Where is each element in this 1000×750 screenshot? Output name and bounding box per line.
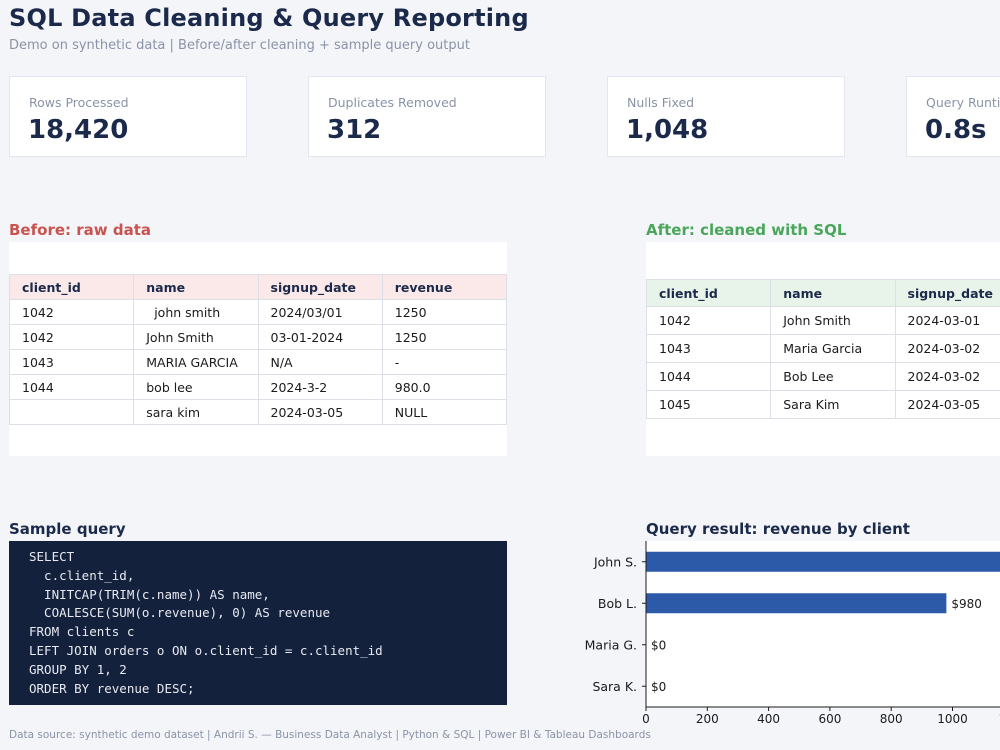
category-label: Maria G.	[585, 637, 637, 652]
kpi-value: 0.8s	[925, 115, 987, 145]
kpi-label: Duplicates Removed	[328, 95, 457, 110]
table-cell: N/A	[257, 349, 383, 375]
column-header-client-id: client_id	[9, 274, 135, 300]
kpi-label: Nulls Fixed	[627, 95, 695, 110]
bar	[646, 593, 947, 614]
table-cell: 1042	[646, 306, 772, 335]
x-tick-label: 800	[880, 712, 903, 726]
page-title: SQL Data Cleaning & Query Reporting	[9, 4, 529, 32]
before-table-panel: client_id name signup_date revenue 1042 joh…	[9, 242, 507, 456]
code-line: COALESCE(SUM(o.revenue), 0) AS revenue	[29, 605, 331, 621]
kpi-value: 312	[327, 115, 382, 145]
table-cell: bob lee	[133, 374, 259, 400]
kpi-card-query-runtime: Query Runtime 0.8s	[906, 76, 1000, 157]
table-cell: 1043	[9, 349, 135, 375]
code-line: LEFT JOIN orders o ON o.client_id = c.cl…	[29, 642, 383, 658]
bar	[646, 551, 1000, 572]
table-cell: MARIA GARCIA	[133, 349, 259, 375]
table-cell: Maria Garcia	[770, 334, 896, 363]
before-table: client_id name signup_date revenue 1042 joh…	[9, 274, 507, 425]
data-label: $980	[951, 597, 982, 611]
after-section-title: After: cleaned with SQL	[646, 221, 847, 239]
table-cell: 1043	[646, 334, 772, 363]
data-label: $0	[651, 680, 666, 694]
category-label: Bob L.	[598, 596, 637, 611]
table-cell: 1250	[381, 299, 507, 325]
table-cell: Sara Kim	[770, 390, 896, 419]
code-line: c.client_id,	[29, 567, 135, 583]
x-tick-label: 200	[696, 712, 719, 726]
table-cell: 2024-03-01	[894, 306, 1000, 335]
sql-code-block: SELECT c.client_id, INITCAP(TRIM(c.name)…	[9, 541, 507, 705]
table-cell: 1042	[9, 324, 135, 350]
x-tick-label: 1200	[999, 712, 1000, 726]
x-tick-label: 1000	[937, 712, 968, 726]
table-cell: 1250	[381, 324, 507, 350]
code-line: SELECT	[29, 549, 75, 564]
kpi-label: Query Runtime	[926, 95, 1000, 110]
footer: Data source: synthetic demo dataset | An…	[9, 729, 651, 741]
code-line: INITCAP(TRIM(c.name)) AS name,	[29, 586, 270, 602]
table-cell: 980.0	[381, 374, 507, 400]
table-row: 1042 John Smith 03-01-2024 1250	[9, 324, 507, 350]
page-subtitle: Demo on synthetic data | Before/after cl…	[9, 38, 470, 53]
x-tick-label: 0	[642, 712, 650, 726]
column-header-name: name	[133, 274, 259, 300]
column-header-name: name	[770, 279, 896, 307]
table-cell: 2024-03-02	[894, 334, 1000, 363]
table-cell: Bob Lee	[770, 362, 896, 391]
kpi-card-rows-processed: Rows Processed 18,420	[9, 76, 247, 157]
table-row: 1043 MARIA GARCIA N/A -	[9, 349, 507, 375]
table-cell: sara kim	[133, 399, 259, 425]
table-row: 1044 bob lee 2024-3-2 980.0	[9, 374, 507, 400]
before-section-title: Before: raw data	[9, 221, 151, 239]
kpi-card-duplicates-removed: Duplicates Removed 312	[308, 76, 546, 157]
table-cell: 1044	[9, 374, 135, 400]
table-row: 1042 john smith 2024/03/01 1250	[9, 299, 507, 325]
code-line: ORDER BY revenue DESC;	[29, 680, 195, 696]
data-label: $0	[651, 638, 666, 652]
query-section-title: Sample query	[9, 520, 126, 538]
x-tick-label: 400	[757, 712, 780, 726]
kpi-value: 18,420	[28, 115, 129, 145]
table-cell: 2024-03-05	[894, 390, 1000, 419]
table-row: sara kim 2024-03-05 NULL	[9, 399, 507, 425]
kpi-card-nulls-fixed: Nulls Fixed 1,048	[607, 76, 845, 157]
kpi-label: Rows Processed	[29, 95, 129, 110]
code-line: FROM clients c	[29, 624, 135, 640]
x-tick-label: 600	[818, 712, 841, 726]
category-label: Sara K.	[592, 679, 637, 694]
category-label: John S.	[593, 554, 637, 569]
column-header-revenue: revenue	[381, 274, 507, 300]
table-cell: 2024-03-05	[257, 399, 383, 425]
code-line: GROUP BY 1, 2	[29, 661, 127, 677]
table-cell	[9, 399, 135, 425]
chart-title: Query result: revenue by client	[646, 520, 910, 538]
table-cell: John Smith	[770, 306, 896, 335]
kpi-value: 1,048	[626, 115, 709, 145]
table-cell: 1044	[646, 362, 772, 391]
table-cell: NULL	[381, 399, 507, 425]
column-header-signup-date: signup_date	[257, 274, 383, 300]
